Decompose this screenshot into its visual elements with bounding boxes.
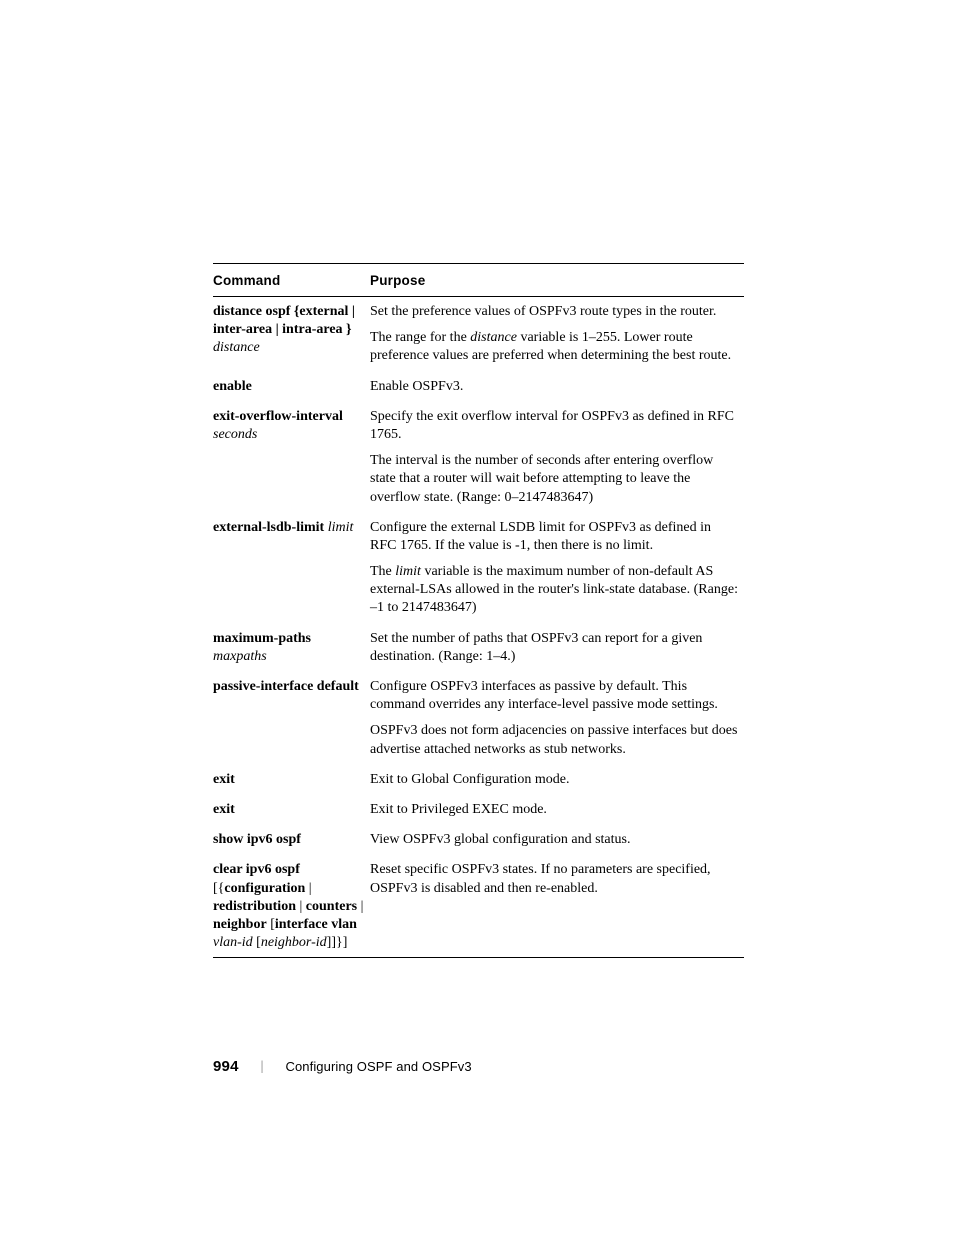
table-row: show ipv6 ospfView OSPFv3 global configu… bbox=[213, 824, 744, 854]
purpose-cell: Set the number of paths that OSPFv3 can … bbox=[370, 623, 744, 671]
table-row: passive-interface defaultConfigure OSPFv… bbox=[213, 671, 744, 764]
command-table-body: distance ospf {external | inter-area | i… bbox=[213, 297, 744, 958]
purpose-paragraph: Enable OSPFv3. bbox=[370, 378, 738, 396]
purpose-paragraph: Exit to Privileged EXEC mode. bbox=[370, 801, 738, 819]
chapter-title: Configuring OSPF and OSPFv3 bbox=[285, 1059, 471, 1074]
table-row: exitExit to Global Configuration mode. bbox=[213, 764, 744, 794]
table-header-row: Command Purpose bbox=[213, 264, 744, 297]
purpose-paragraph: Configure OSPFv3 interfaces as passive b… bbox=[370, 678, 738, 714]
purpose-cell: Set the preference values of OSPFv3 rout… bbox=[370, 297, 744, 371]
table-row: clear ipv6 ospf [{configuration | redist… bbox=[213, 854, 744, 957]
purpose-cell: Configure OSPFv3 interfaces as passive b… bbox=[370, 671, 744, 764]
purpose-paragraph: Set the number of paths that OSPFv3 can … bbox=[370, 630, 738, 666]
command-cell: clear ipv6 ospf [{configuration | redist… bbox=[213, 854, 370, 957]
purpose-cell: Exit to Privileged EXEC mode. bbox=[370, 794, 744, 824]
command-cell: distance ospf {external | inter-area | i… bbox=[213, 297, 370, 371]
purpose-paragraph: The range for the distance variable is 1… bbox=[370, 329, 738, 365]
command-cell: maximum-paths maxpaths bbox=[213, 623, 370, 671]
table-row: distance ospf {external | inter-area | i… bbox=[213, 297, 744, 371]
command-cell: exit bbox=[213, 764, 370, 794]
header-purpose: Purpose bbox=[370, 264, 744, 297]
table-row: exitExit to Privileged EXEC mode. bbox=[213, 794, 744, 824]
page-footer: 994 | Configuring OSPF and OSPFv3 bbox=[213, 1058, 472, 1075]
purpose-paragraph: Exit to Global Configuration mode. bbox=[370, 771, 738, 789]
command-reference-table: Command Purpose distance ospf {external … bbox=[213, 263, 744, 958]
command-cell: show ipv6 ospf bbox=[213, 824, 370, 854]
purpose-paragraph: Reset specific OSPFv3 states. If no para… bbox=[370, 861, 738, 897]
purpose-cell: Configure the external LSDB limit for OS… bbox=[370, 512, 744, 623]
header-command: Command bbox=[213, 264, 370, 297]
table-row: external-lsdb-limit limitConfigure the e… bbox=[213, 512, 744, 623]
purpose-paragraph: Configure the external LSDB limit for OS… bbox=[370, 519, 738, 555]
purpose-cell: View OSPFv3 global configuration and sta… bbox=[370, 824, 744, 854]
purpose-cell: Specify the exit overflow interval for O… bbox=[370, 401, 744, 512]
command-cell: enable bbox=[213, 371, 370, 401]
command-cell: external-lsdb-limit limit bbox=[213, 512, 370, 623]
purpose-cell: Reset specific OSPFv3 states. If no para… bbox=[370, 854, 744, 957]
page-number: 994 bbox=[213, 1058, 239, 1075]
purpose-cell: Exit to Global Configuration mode. bbox=[370, 764, 744, 794]
purpose-paragraph: The interval is the number of seconds af… bbox=[370, 452, 738, 507]
purpose-paragraph: Set the preference values of OSPFv3 rout… bbox=[370, 303, 738, 321]
table-row: exit-overflow-interval secondsSpecify th… bbox=[213, 401, 744, 512]
command-cell: exit-overflow-interval seconds bbox=[213, 401, 370, 512]
purpose-paragraph: View OSPFv3 global configuration and sta… bbox=[370, 831, 738, 849]
command-cell: exit bbox=[213, 794, 370, 824]
purpose-cell: Enable OSPFv3. bbox=[370, 371, 744, 401]
document-page: Command Purpose distance ospf {external … bbox=[0, 0, 954, 1235]
purpose-paragraph: Specify the exit overflow interval for O… bbox=[370, 408, 738, 444]
command-cell: passive-interface default bbox=[213, 671, 370, 764]
table-row: enableEnable OSPFv3. bbox=[213, 371, 744, 401]
purpose-paragraph: The limit variable is the maximum number… bbox=[370, 563, 738, 618]
footer-divider: | bbox=[261, 1059, 264, 1075]
purpose-paragraph: OSPFv3 does not form adjacencies on pass… bbox=[370, 722, 738, 758]
table-row: maximum-paths maxpathsSet the number of … bbox=[213, 623, 744, 671]
